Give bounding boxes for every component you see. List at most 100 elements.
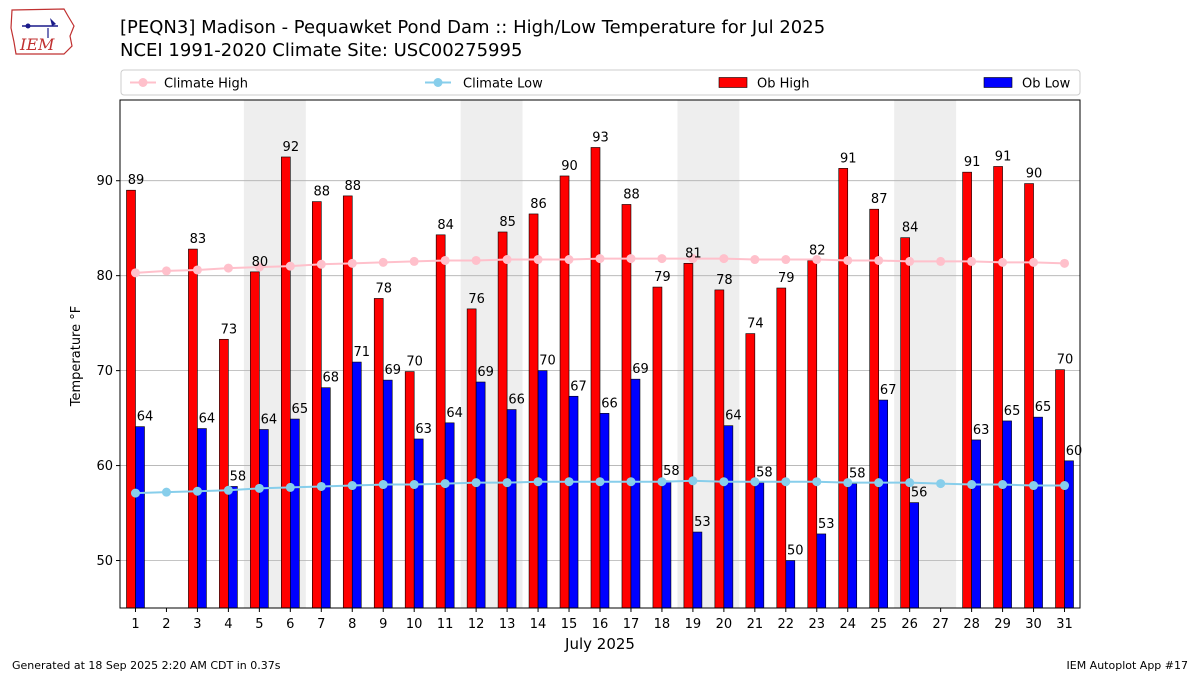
ob-high-bar xyxy=(776,287,787,609)
ob-high-label: 84 xyxy=(902,221,919,236)
ob-low-label: 58 xyxy=(663,464,680,479)
ob-low-bar xyxy=(723,425,734,609)
y-tick-label: 90 xyxy=(96,174,113,189)
ob-high-bar xyxy=(869,208,880,609)
x-tick-label: 9 xyxy=(379,617,387,632)
x-tick-label: 13 xyxy=(499,617,516,632)
ob-low-bar xyxy=(444,422,455,609)
ob-low-label: 69 xyxy=(477,365,494,380)
x-tick-label: 25 xyxy=(870,617,887,632)
ob-high-label: 89 xyxy=(128,173,145,188)
climate-low-point xyxy=(564,477,574,487)
climate-high-point xyxy=(564,255,574,265)
climate-low-point xyxy=(285,482,295,492)
chart-subtitle: NCEI 1991-2020 Climate Site: USC00275995 xyxy=(120,40,523,61)
x-tick-label: 17 xyxy=(623,617,640,632)
ob-high-bar xyxy=(466,308,477,609)
climate-high-point xyxy=(719,254,729,264)
x-tick-label: 20 xyxy=(716,617,733,632)
climate-high-point xyxy=(502,255,512,265)
ob-high-label: 82 xyxy=(809,243,826,258)
climate-high-point xyxy=(905,256,915,266)
climate-low-point xyxy=(440,479,450,489)
climate-low-point xyxy=(471,478,481,488)
y-tick-label: 70 xyxy=(96,364,113,379)
ob-high-label: 91 xyxy=(964,155,981,170)
ob-low-label: 53 xyxy=(818,517,835,532)
ob-low-label: 65 xyxy=(1004,404,1021,419)
climate-high-point xyxy=(161,266,171,276)
x-tick-label: 12 xyxy=(468,617,485,632)
climate-high-point xyxy=(440,255,450,265)
climate-low-point xyxy=(533,477,543,487)
ob-high-bar xyxy=(497,231,508,609)
ob-low-label: 65 xyxy=(292,402,309,417)
ob-high-bar xyxy=(683,263,694,609)
ob-high-bar xyxy=(652,286,663,609)
climate-high-point xyxy=(595,254,605,264)
ob-low-label: 66 xyxy=(601,396,618,411)
y-tick-label: 80 xyxy=(96,269,113,284)
x-tick-label: 15 xyxy=(561,617,578,632)
ob-low-label: 64 xyxy=(199,412,216,427)
x-tick-label: 16 xyxy=(592,617,609,632)
ob-low-label: 64 xyxy=(446,406,463,421)
iem-logo: IEM xyxy=(10,8,75,55)
ob-high-bar xyxy=(962,171,972,609)
ob-low-bar xyxy=(320,387,331,609)
climate-low-point xyxy=(936,479,946,489)
ob-high-label: 81 xyxy=(685,246,702,261)
x-tick-label: 22 xyxy=(778,617,795,632)
ob-high-label: 70 xyxy=(1057,353,1074,368)
climate-high-point xyxy=(874,255,884,265)
legend-box xyxy=(120,69,1081,96)
ob-high-label: 80 xyxy=(252,255,269,270)
ob-high-label: 88 xyxy=(314,185,331,200)
climate-high-point xyxy=(657,254,667,264)
legend-climate-low-label: Climate Low xyxy=(463,77,543,92)
x-tick-label: 4 xyxy=(224,617,232,632)
climate-low-point xyxy=(874,478,884,488)
ob-low-label: 69 xyxy=(384,363,401,378)
climate-high-point xyxy=(750,255,760,265)
ob-low-label: 63 xyxy=(415,422,432,437)
climate-low-point xyxy=(316,481,326,491)
ob-high-label: 83 xyxy=(190,232,207,247)
ob-high-bar xyxy=(281,156,291,609)
ob-low-bar xyxy=(847,483,858,609)
ob-low-label: 69 xyxy=(632,362,649,377)
ob-high-label: 87 xyxy=(871,192,888,207)
ob-low-bar xyxy=(568,395,579,609)
ob-low-bar xyxy=(135,426,145,609)
ob-low-bar xyxy=(692,531,703,609)
ob-low-label: 67 xyxy=(880,383,897,398)
ob-low-label: 53 xyxy=(694,515,711,530)
x-tick-label: 18 xyxy=(654,617,671,632)
climate-low-point xyxy=(626,477,636,487)
ob-low-label: 67 xyxy=(570,379,587,394)
climate-high-point xyxy=(316,259,326,269)
x-tick-label: 1 xyxy=(131,617,139,632)
climate-low-point xyxy=(130,488,140,498)
ob-low-label: 65 xyxy=(1035,400,1052,415)
y-tick-label: 50 xyxy=(96,554,113,569)
ob-high-label: 90 xyxy=(561,159,578,174)
climate-high-point xyxy=(378,257,388,267)
ob-high-label: 88 xyxy=(623,187,640,202)
legend-climate-high-label: Climate High xyxy=(164,77,248,92)
ob-low-bar xyxy=(661,480,672,609)
climate-high-point xyxy=(812,255,822,265)
x-tick-label: 27 xyxy=(932,617,949,632)
x-tick-label: 23 xyxy=(809,617,826,632)
ob-low-label: 64 xyxy=(725,409,742,424)
ob-low-label: 64 xyxy=(261,412,278,427)
ob-low-bar xyxy=(816,533,827,609)
ob-high-label: 74 xyxy=(747,317,764,332)
ob-low-bar xyxy=(599,413,610,609)
ob-high-label: 86 xyxy=(530,197,547,212)
climate-high-point xyxy=(130,268,140,278)
x-tick-label: 5 xyxy=(255,617,263,632)
legend-ob-low-label: Ob Low xyxy=(1022,77,1071,92)
x-tick-label: 11 xyxy=(437,617,454,632)
y-axis-label: Temperature °F xyxy=(69,306,84,407)
